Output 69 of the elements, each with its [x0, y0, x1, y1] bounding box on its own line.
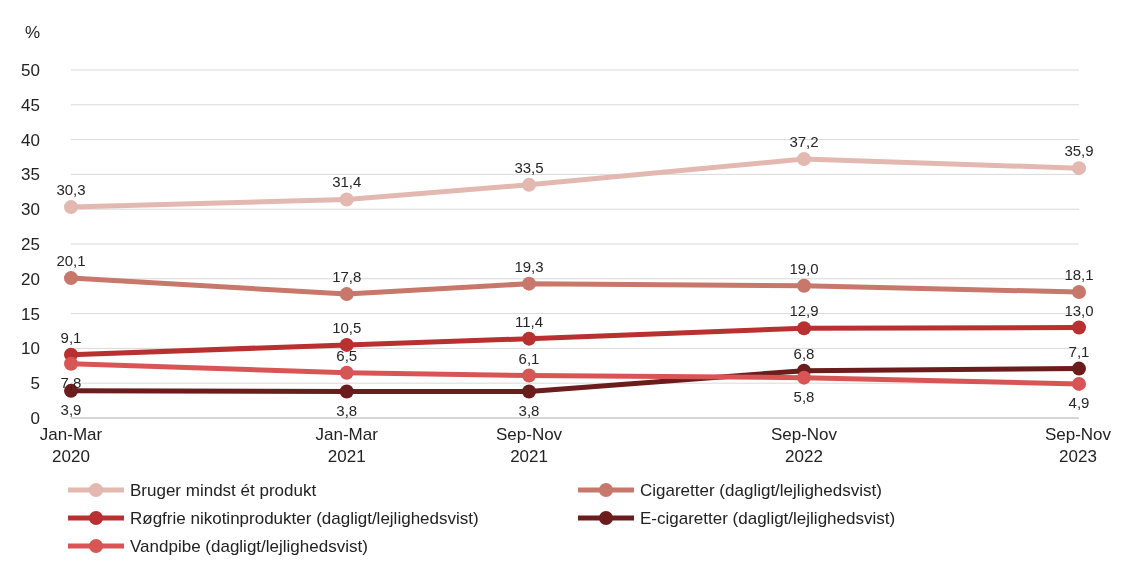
data-label: 6,1: [518, 349, 540, 367]
data-label: 18,1: [1064, 266, 1094, 284]
point: [522, 368, 537, 383]
data-label: 30,3: [56, 181, 86, 199]
data-label: 33,5: [514, 158, 544, 176]
data-label: 5,8: [793, 387, 815, 405]
point: [64, 356, 78, 371]
data-label: 19,3: [514, 257, 544, 275]
point: [1072, 376, 1086, 391]
data-label: 12,9: [789, 302, 819, 320]
y-tick-label: 0: [30, 409, 40, 428]
point: [339, 287, 354, 302]
legend-label: Bruger mindst ét produkt: [130, 481, 317, 500]
point: [797, 152, 812, 167]
y-tick-label: 50: [21, 61, 40, 80]
point: [522, 276, 537, 291]
data-label: 37,2: [789, 133, 819, 151]
point: [1072, 320, 1086, 335]
y-tick-label: 35: [21, 165, 40, 185]
data-label: 4,9: [1068, 393, 1090, 411]
data-label: 13,0: [1064, 301, 1094, 319]
x-tick-label: Sep-Nov 2023: [1044, 425, 1112, 466]
data-label: 9,1: [60, 328, 82, 346]
y-tick-label: 30: [21, 200, 40, 220]
y-tick-label: 20: [21, 269, 40, 289]
y-tick-label: 40: [21, 130, 40, 150]
y-tick-label: 5: [30, 374, 40, 394]
point: [797, 321, 812, 336]
data-label: 6,5: [336, 346, 358, 364]
data-label: 3,9: [60, 400, 82, 418]
data-label: 7,1: [1068, 342, 1090, 360]
point: [522, 384, 537, 399]
data-label: 10,5: [332, 318, 362, 336]
x-tick-label: Jan-Mar 2020: [39, 425, 103, 466]
point: [797, 278, 812, 293]
y-axis-title: %: [24, 23, 40, 42]
point: [1072, 161, 1086, 176]
point: [1072, 361, 1086, 376]
legend-label: Vandpibe (dagligt/lejlighedsvist): [130, 537, 368, 556]
data-label: 3,8: [336, 401, 358, 419]
data-label: 3,8: [518, 401, 540, 419]
point: [64, 271, 78, 286]
y-tick-label: 25: [21, 235, 40, 254]
legend-label: Cigaretter (dagligt/lejlighedsvist): [640, 481, 882, 500]
point: [522, 331, 537, 346]
point: [339, 365, 354, 380]
x-tick-label: Sep-Nov 2022: [770, 425, 838, 466]
y-tick-label: 15: [21, 304, 40, 324]
legend-label: Røgfrie nikotinprodukter (dagligt/lejlighedsvist): [130, 509, 479, 528]
data-label: 17,8: [332, 268, 362, 286]
x-tick-label: Sep-Nov 2021: [495, 425, 563, 466]
point: [339, 384, 354, 399]
data-label: 7,8: [60, 373, 82, 391]
data-label: 11,4: [515, 312, 544, 330]
legend-label: E-cigaretter (dagligt/lejlighedsvist): [640, 509, 896, 528]
x-tick-label: Jan-Mar 2021: [315, 425, 379, 466]
point: [522, 177, 537, 192]
data-label: 31,4: [332, 173, 362, 191]
y-tick-label: 10: [21, 339, 40, 359]
point: [64, 200, 78, 215]
point: [797, 370, 812, 385]
point: [339, 337, 354, 352]
data-label: 19,0: [789, 259, 819, 277]
point: [1072, 285, 1086, 300]
data-label: 6,8: [793, 344, 815, 362]
data-label: 35,9: [1064, 142, 1094, 160]
point: [339, 192, 354, 207]
y-tick-label: 45: [21, 95, 40, 115]
data-label: 20,1: [56, 252, 86, 270]
